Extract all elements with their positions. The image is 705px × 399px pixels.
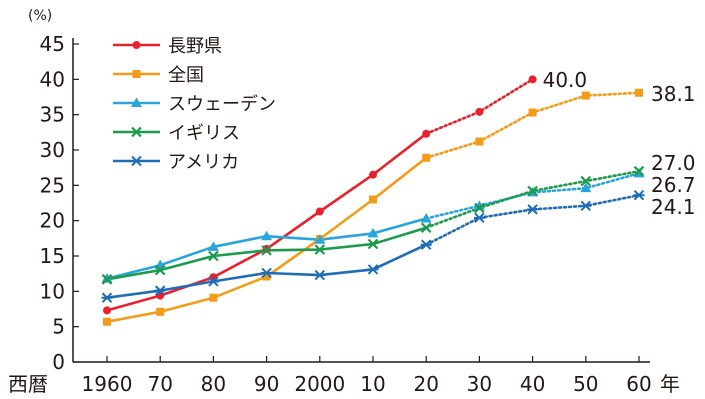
chart-axes [72,38,650,363]
y-tick-label: 35 [40,103,65,127]
y-tick-label: 5 [52,315,65,339]
data-point [580,182,592,193]
y-tick-label: 30 [40,138,65,162]
series-end-label: 26.7 [651,173,696,197]
legend-swatch-marker [131,155,142,167]
data-point [154,285,166,296]
series-end-label: 40.0 [543,68,588,92]
x-tick-label: 80 [201,372,226,396]
x-tick-label: 50 [573,372,598,396]
data-point [154,264,166,276]
data-point [474,202,485,214]
data-point [475,137,484,146]
data-point [580,175,592,187]
data-point [207,241,219,251]
data-point [315,207,324,216]
data-point [101,292,113,303]
y-axis-unit-label: (%) [28,8,52,24]
series-end-label: 38.1 [651,82,696,106]
data-point [261,267,273,279]
data-point [367,227,379,238]
data-point [156,307,165,316]
legend-swatch-marker [132,41,141,49]
legend-label: 長野県 [168,36,222,57]
data-point [633,190,645,201]
x-tick-label: 1960 [82,372,133,396]
y-tick-label: 20 [40,209,65,233]
data-point [103,317,111,326]
data-point [581,91,590,100]
series-line-projection [424,169,641,229]
x-tick-label: 30 [467,372,492,396]
data-point [314,244,326,255]
y-tick-label: 25 [40,173,65,197]
data-point [420,213,432,223]
data-point [101,274,113,285]
data-point [261,245,272,256]
y-tick-labels: 0 5 10 15 20 25 30 35 40 45 [40,32,65,374]
data-point [314,234,326,244]
data-point [262,272,271,281]
legend-swatch-marker [131,97,142,107]
data-point [208,250,219,262]
y-tick-label: 40 [40,67,65,91]
data-point [422,129,431,138]
x-tick-label: 40 [520,372,545,396]
data-point [635,88,643,97]
data-point [473,212,485,224]
series-end-label: 27.0 [651,151,696,175]
x-tick-labels: 1960 70 80 90 2000 10 20 30 40 50 60 [82,372,652,396]
legend-label: イギリス [168,123,240,144]
data-point [261,230,273,241]
data-point [473,200,485,210]
legend-swatch-marker [132,70,141,78]
data-point [633,165,645,177]
series-end-labels: 40.0 38.1 26.727.0 24.1 [543,68,696,219]
series-line-projection [424,91,641,160]
legend-label: アメリカ [168,152,239,173]
x-tick-label: 90 [254,372,279,396]
data-point [103,306,111,315]
data-point [209,293,218,302]
data-point [420,222,432,234]
series-line-projection [424,193,641,246]
legend-swatch-marker [131,126,142,138]
x-tick-label: 10 [360,372,385,396]
series-end-label: 24.1 [651,195,696,219]
series-line-projection [424,78,534,135]
data-point [369,195,377,204]
data-point [580,200,592,212]
y-tick-label: 0 [52,350,65,374]
data-point [528,108,537,117]
data-point [420,239,432,250]
x-axis-prefix-label: 西暦 [8,372,48,396]
x-tick-label: 60 [626,372,651,396]
data-point [527,204,539,215]
data-point [527,185,538,197]
data-point [528,75,537,84]
y-tick-label: 45 [40,32,65,56]
x-axis-suffix-label: 年 [660,372,680,396]
series-markers [101,75,645,326]
data-point [367,238,379,250]
data-point [367,264,379,275]
data-point [207,276,219,287]
data-point [422,153,431,162]
legend-label: スウェーデン [168,94,276,115]
data-point [369,170,377,179]
y-tick-label: 15 [40,244,65,268]
x-tick-label: 20 [413,372,438,396]
legend-label: 全国 [168,65,204,86]
data-point [314,269,326,281]
x-tick-label: 2000 [294,372,345,396]
x-tick-label: 70 [147,372,172,396]
y-tick-label: 10 [40,279,65,303]
data-point [475,107,484,116]
